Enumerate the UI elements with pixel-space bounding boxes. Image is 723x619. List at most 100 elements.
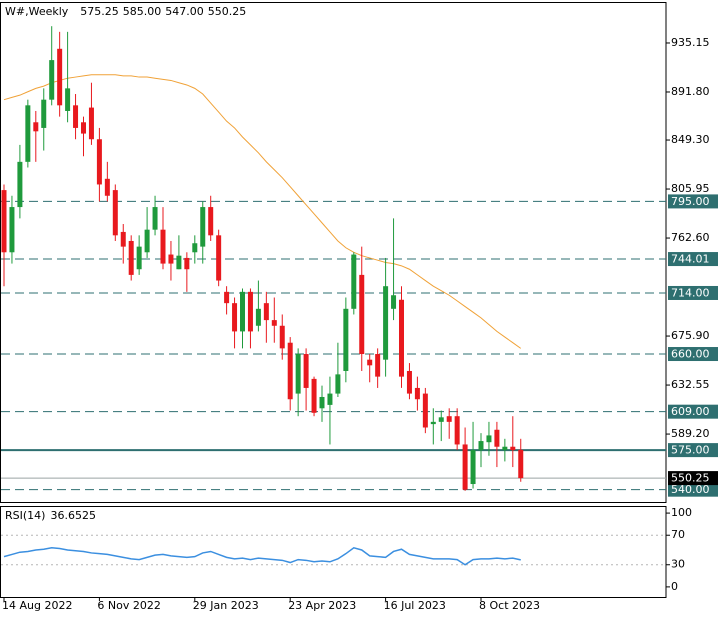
- x-tick-label: 8 Oct 2023: [479, 599, 540, 612]
- level-label-box: [668, 482, 718, 497]
- candle-body: [359, 274, 365, 355]
- x-tick-label: 16 Jul 2023: [384, 599, 446, 612]
- candle-body: [224, 291, 230, 304]
- ohlc-label: 575.25: [80, 5, 119, 18]
- candle-body: [462, 444, 468, 490]
- rsi-title: RSI(14) 36.6525: [5, 509, 96, 522]
- level-label: 795.00: [671, 195, 710, 208]
- candle-body: [96, 139, 102, 185]
- y-tick-label: 891.80: [671, 85, 710, 98]
- y-tick-label: 70: [671, 528, 685, 541]
- x-tick-label: 14 Aug 2022: [2, 599, 72, 612]
- candle-body: [104, 178, 110, 196]
- candle-body: [311, 378, 317, 413]
- y-tick-label: 935.15: [671, 36, 710, 49]
- candle-body: [49, 60, 55, 100]
- candle-body: [200, 207, 206, 247]
- candle-body: [430, 421, 436, 425]
- level-label-box: [668, 194, 718, 209]
- level-label: 575.00: [671, 444, 710, 457]
- level-label: 609.00: [671, 405, 710, 418]
- candle-body: [176, 255, 182, 270]
- candle-body: [247, 291, 253, 332]
- candle-body: [478, 441, 484, 451]
- candle-body: [25, 105, 31, 162]
- level-label: 660.00: [671, 348, 710, 361]
- main-panel: [0, 2, 667, 503]
- x-tick-label: 6 Nov 2022: [97, 599, 160, 612]
- level-label-box: [668, 347, 718, 362]
- y-tick-label: 589.20: [671, 427, 710, 440]
- candle-body: [88, 107, 94, 140]
- candle-body: [41, 99, 47, 128]
- chart-title: W#,Weekly 575.25 585.00 547.00 550.25: [5, 5, 246, 18]
- level-label: 744.01: [671, 253, 710, 266]
- level-label-box: [668, 285, 718, 300]
- y-tick-label: 805.95: [671, 182, 710, 195]
- candle-body: [263, 303, 269, 321]
- candle-body: [240, 291, 245, 332]
- y-tick-label: 849.30: [671, 133, 710, 146]
- ohlc-label: 547.00: [165, 5, 204, 18]
- candle-body: [399, 299, 404, 377]
- candle-body: [120, 231, 126, 247]
- moving-average: [3, 74, 522, 349]
- x-tick-label: 29 Jan 2023: [193, 599, 259, 612]
- candle-body: [168, 254, 174, 264]
- x-tick-label: 23 Apr 2023: [288, 599, 356, 612]
- candle-body: [33, 122, 39, 132]
- candle-body: [502, 446, 508, 451]
- candle-body: [73, 105, 79, 128]
- candle-body: [65, 88, 71, 111]
- candle-body: [343, 308, 349, 371]
- candle-body: [319, 396, 325, 409]
- candle-body: [216, 235, 222, 281]
- y-tick-label: 632.55: [671, 378, 710, 391]
- level-label-box: [668, 404, 718, 419]
- level-label: 714.00: [671, 286, 710, 299]
- rsi-name: RSI(14): [5, 509, 45, 522]
- candle-body: [295, 354, 301, 394]
- candle-body: [287, 342, 293, 400]
- candle-body: [279, 325, 285, 349]
- y-tick-label: 0: [671, 580, 678, 593]
- y-tick-label: 100: [671, 506, 692, 519]
- candle-body: [152, 207, 158, 230]
- candle-body: [255, 308, 261, 326]
- candle-body: [112, 190, 118, 236]
- candle-body: [518, 449, 524, 479]
- level-label-box: [668, 443, 718, 458]
- candle-body: [406, 370, 412, 394]
- ohlc-label: 550.25: [208, 5, 247, 18]
- y-tick-label: 675.90: [671, 329, 710, 342]
- candle-body: [1, 190, 7, 253]
- candle-body: [144, 229, 150, 253]
- candle-body: [9, 207, 15, 253]
- candle-body: [57, 48, 63, 106]
- candle-body: [81, 122, 86, 134]
- rsi-line: [3, 546, 521, 566]
- candle-body: [494, 429, 500, 447]
- candle-body: [375, 354, 381, 377]
- candle-body: [446, 416, 452, 422]
- level-label: 540.00: [671, 483, 710, 496]
- y-tick-label: 762.60: [671, 231, 710, 244]
- candle-body: [335, 374, 341, 394]
- candle-body: [391, 295, 397, 309]
- candle-body: [422, 393, 428, 428]
- candle-body: [136, 246, 142, 270]
- candle-body: [232, 303, 238, 332]
- candle-body: [470, 450, 476, 485]
- candle-body: [303, 354, 309, 388]
- candle-body: [367, 359, 373, 366]
- candle-body: [17, 161, 23, 208]
- candle-body: [414, 387, 420, 400]
- candle-body: [327, 393, 333, 405]
- candle-body: [192, 243, 198, 253]
- candle-body: [438, 417, 444, 422]
- ohlc-label: 585.00: [123, 5, 162, 18]
- candle-body: [486, 435, 492, 443]
- rsi-value: 36.6525: [50, 509, 96, 522]
